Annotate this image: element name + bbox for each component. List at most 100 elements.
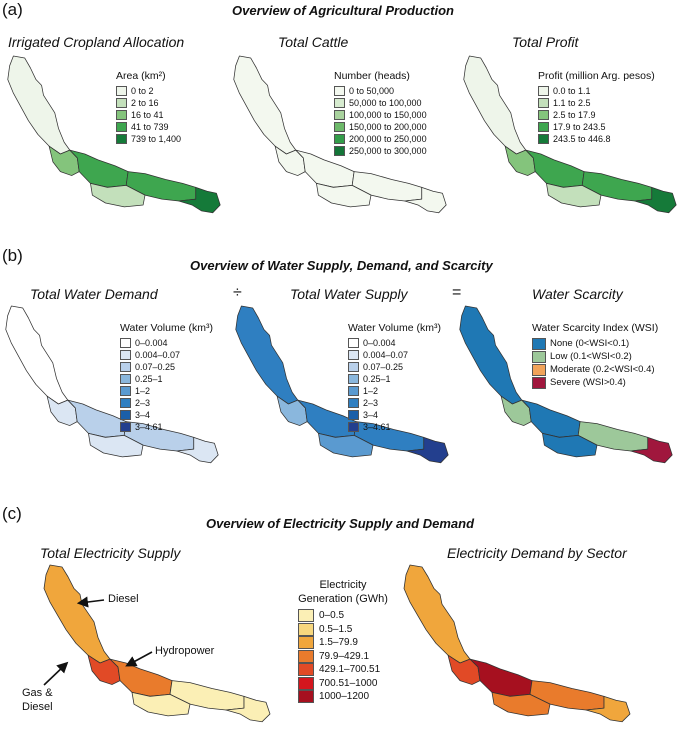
legend-label: 700.51–1000 <box>319 677 378 689</box>
legend-title: Number (heads) <box>334 70 410 82</box>
legend-label: 200,000 to 250,000 <box>349 134 427 144</box>
legend-swatch <box>348 410 359 420</box>
legend-entry: 79.9–429.1 <box>298 649 388 664</box>
legend-label: 3–4.61 <box>363 422 391 432</box>
legend-entry: 17.9 to 243.5 <box>538 121 655 133</box>
legend-swatch <box>334 134 345 144</box>
legend-label: Moderate (0.2<WSI<0.4) <box>550 364 655 375</box>
legend-entry: Moderate (0.2<WSI<0.4) <box>532 363 658 376</box>
legend-swatch <box>348 338 359 348</box>
legend-irrigated-cropland: Area (km²) 0 to 2 2 to 16 16 to 41 41 to 73… <box>116 70 181 145</box>
legend-swatch <box>538 134 549 144</box>
region-south <box>318 433 374 458</box>
legend-swatch <box>298 609 314 623</box>
legend-label: 16 to 41 <box>131 110 164 120</box>
legend-label: Low (0.1<WSI<0.2) <box>550 351 632 362</box>
legend-entry: 739 to 1,400 <box>116 133 181 145</box>
legend-entry: 0.0 to 1.1 <box>538 85 655 97</box>
legend-label: 0.004–0.07 <box>135 350 181 360</box>
region-tail <box>178 186 221 214</box>
map-title-water-supply: Total Water Supply <box>290 286 408 302</box>
legend-entry: 3–4 <box>348 409 441 421</box>
legend-swatch <box>538 86 549 96</box>
legend-swatch <box>120 410 131 420</box>
region-south <box>90 183 146 208</box>
panel-c-label: (c) <box>2 504 22 523</box>
legend-label: 79.9–429.1 <box>319 650 370 662</box>
legend-label: 2 to 16 <box>131 98 159 108</box>
legend-entry: 2–3 <box>120 397 213 409</box>
legend-label: 2.5 to 17.9 <box>553 110 596 120</box>
region-tail <box>406 436 449 464</box>
legend-swatch <box>334 86 345 96</box>
map-title-irrigated-cropland: Irrigated Cropland Allocation <box>8 34 185 50</box>
legend-total-cattle: Number (heads) 0 to 50,000 50,000 to 100,… <box>334 70 427 157</box>
divide-operator: ÷ <box>233 284 242 301</box>
legend-label: 0–0.004 <box>135 338 168 348</box>
legend-label: 0.07–0.25 <box>135 362 176 372</box>
legend-swatch <box>298 636 314 650</box>
legend-label: 1.1 to 2.5 <box>553 98 591 108</box>
legend-entry: 100,000 to 150,000 <box>334 109 427 121</box>
arrow-diesel <box>76 596 105 608</box>
region-tail <box>585 695 631 723</box>
legend-entry: 700.51–1000 <box>298 676 388 691</box>
legend-entry: 150,000 to 200,000 <box>334 121 427 133</box>
map-title-electricity-demand: Electricity Demand by Sector <box>447 545 627 561</box>
legend-swatch <box>120 338 131 348</box>
legend-swatch <box>116 110 127 120</box>
legend-label: 1–2 <box>135 386 151 396</box>
basin-map-c-1 <box>403 564 631 723</box>
arrow-gas-diesel <box>43 661 69 686</box>
map-title-total-cattle: Total Cattle <box>278 34 349 50</box>
annotation-hydropower: Hydropower <box>155 645 215 657</box>
legend-swatch <box>348 362 359 372</box>
arrow-hydropower <box>125 651 153 667</box>
legend-swatch <box>538 98 549 108</box>
legend-entry: 3–4.61 <box>348 421 441 433</box>
annotation-diesel: Diesel <box>108 593 139 605</box>
legend-label: 0.0 to 1.1 <box>553 86 591 96</box>
region-tail <box>176 436 219 464</box>
legend-entry: 2 to 16 <box>116 97 181 109</box>
legend-entry: 1–2 <box>348 385 441 397</box>
basin-map-b-2 <box>459 305 673 464</box>
legend-label: 41 to 739 <box>131 122 169 132</box>
region-south <box>491 692 551 717</box>
legend-entry: 0–0.004 <box>348 337 441 349</box>
legend-entry: 1000–1200 <box>298 690 388 704</box>
equals-operator: = <box>452 284 462 301</box>
region-south <box>316 183 372 208</box>
region-tail <box>404 186 447 214</box>
legend-swatch <box>348 350 359 360</box>
legend-label: 0 to 2 <box>131 86 154 96</box>
panel-c-title: Overview of Electricity Supply and Deman… <box>206 516 475 531</box>
legend-swatch <box>298 622 314 636</box>
legend-swatch <box>532 376 546 389</box>
legend-swatch <box>298 649 314 663</box>
legend-entry: 2–3 <box>348 397 441 409</box>
legend-label: 0 to 50,000 <box>349 86 395 96</box>
legend-total-profit: Profit (million Arg. pesos) 0.0 to 1.1 1.… <box>538 70 655 145</box>
legend-water-supply: Water Volume (km³) 0–0.004 0.004–0.07 0.07… <box>348 322 441 433</box>
legend-swatch <box>116 122 127 132</box>
legend-swatch <box>120 422 131 432</box>
legend-swatch <box>334 98 345 108</box>
region-tail <box>634 186 677 214</box>
legend-entry: 243.5 to 446.8 <box>538 133 655 145</box>
legend-label: 1.5–79.9 <box>319 637 358 649</box>
map-title-total-profit: Total Profit <box>512 34 579 50</box>
region-tail <box>630 436 673 464</box>
legend-swatch <box>334 146 345 156</box>
legend-entry: 50,000 to 100,000 <box>334 97 427 109</box>
legend-swatch <box>120 374 131 384</box>
legend-label: 0.5–1.5 <box>319 623 353 635</box>
basin-map-c-0 <box>43 564 271 723</box>
legend-label: 100,000 to 150,000 <box>349 110 427 120</box>
legend-swatch <box>120 398 131 408</box>
legend-label: 1000–1200 <box>319 691 370 703</box>
legend-entry: 0.25–1 <box>348 373 441 385</box>
legend-entry: 1.5–79.9 <box>298 636 388 650</box>
legend-label: 3–4 <box>135 410 151 420</box>
